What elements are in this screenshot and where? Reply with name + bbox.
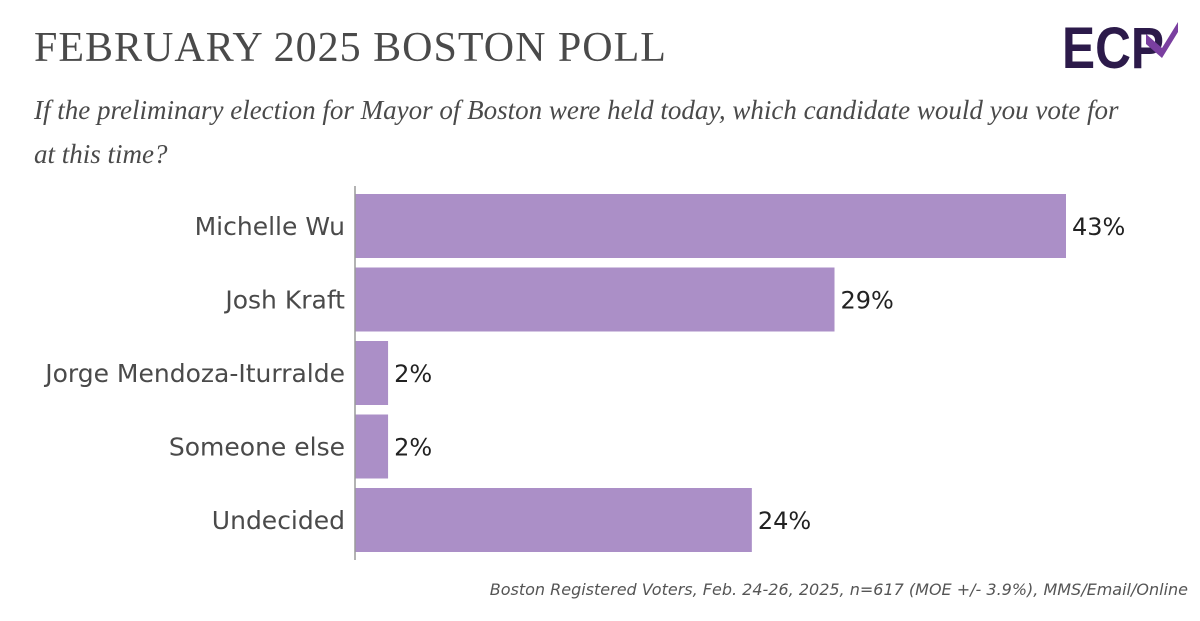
category-label-1: Josh Kraft <box>223 286 345 315</box>
bar-2 <box>355 341 389 405</box>
bar-0 <box>355 194 1066 258</box>
value-label-3: 2% <box>394 434 432 462</box>
value-label-2: 2% <box>394 360 432 388</box>
survey-question: If the preliminary election for Mayor of… <box>34 95 1119 169</box>
page-title: FEBRUARY 2025 BOSTON POLL <box>34 25 667 71</box>
category-label-2: Jorge Mendoza-Iturralde <box>43 359 345 388</box>
category-label-3: Someone else <box>169 433 345 462</box>
value-label-4: 24% <box>758 507 811 535</box>
value-label-0: 43% <box>1072 213 1125 241</box>
logo-wordmark: ECP <box>1062 18 1164 74</box>
bar-1 <box>355 267 835 332</box>
ecp-logo: ECP <box>1062 18 1178 74</box>
bar-chart: Michelle Wu 43% Josh Kraft 29% Jorge Mendoza… <box>43 186 1125 560</box>
category-label-0: Michelle Wu <box>195 212 345 241</box>
bar-3 <box>355 414 389 479</box>
value-label-1: 29% <box>841 287 894 315</box>
bar-4 <box>355 488 752 552</box>
category-label-4: Undecided <box>212 506 345 535</box>
logo-check-icon <box>1146 22 1178 58</box>
source-note: Boston Registered Voters, Feb. 24-26, 20… <box>489 580 1188 599</box>
